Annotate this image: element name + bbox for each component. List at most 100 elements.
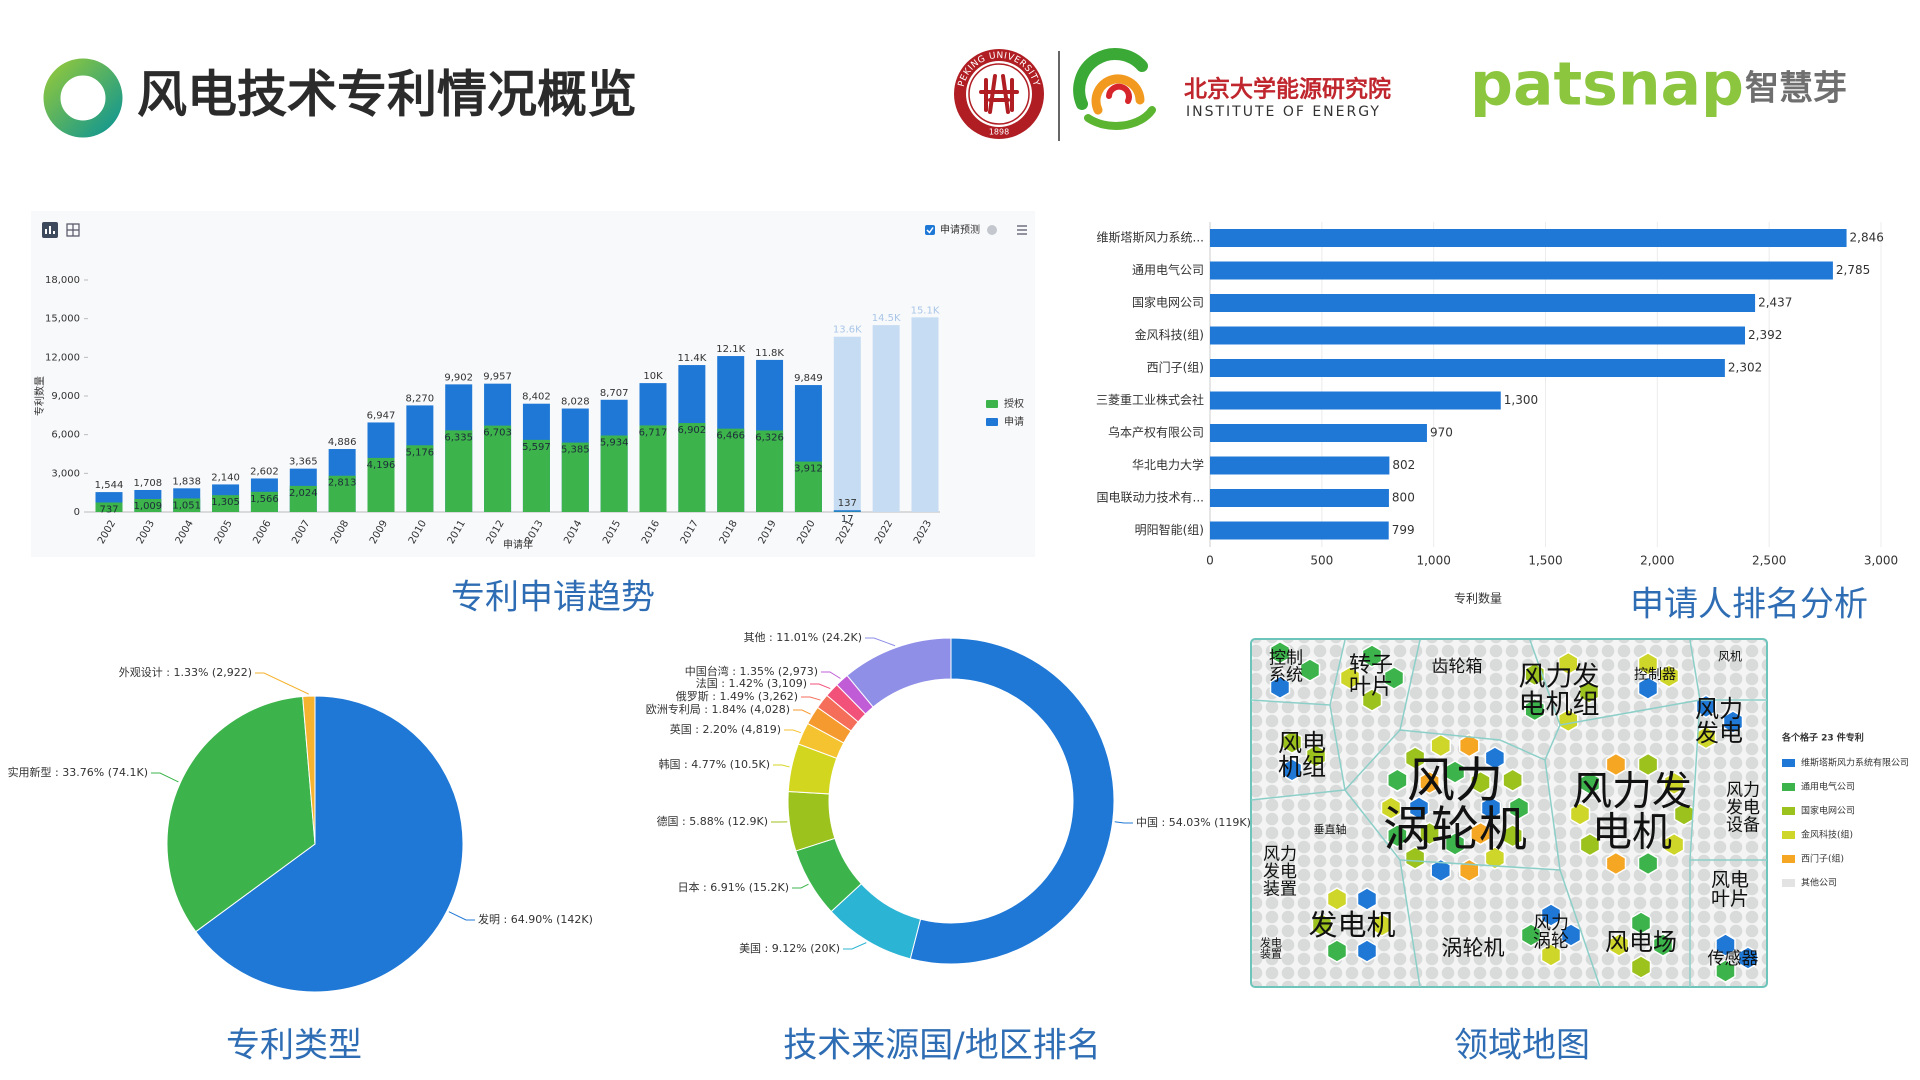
map-cell (1502, 823, 1523, 848)
data-label: 1,566 (250, 494, 279, 505)
map-cell (1470, 770, 1491, 795)
map-label: 发电机 (1308, 908, 1395, 942)
data-label: 1,051 (172, 500, 201, 511)
map-cell (1311, 913, 1333, 937)
bar (522, 439, 550, 512)
chart-caption: 专利申请趋势 (451, 578, 655, 618)
map-label: 发电 (1260, 935, 1282, 949)
map-label: 机组 (1278, 753, 1326, 781)
data-label: 1,708 (134, 478, 163, 489)
x-tick-label: 1,500 (1528, 554, 1562, 568)
data-label: 800 (1392, 491, 1415, 505)
energy-swirl (1091, 74, 1145, 115)
y-tick-label: 三菱重工业株式会社 (1096, 392, 1204, 407)
map-cell (1715, 933, 1736, 957)
map-cell (1371, 913, 1393, 937)
x-tick-label: 500 (1310, 554, 1333, 568)
bar (134, 498, 162, 512)
map-cell (1299, 658, 1321, 682)
slice-label: 英国 : 2.20% (4,819) (670, 722, 781, 736)
slice-label: 其他 : 11.01% (24.2K) (744, 631, 862, 644)
data-label: 5,385 (561, 445, 590, 456)
leader-line (784, 729, 801, 734)
map-boundary (1529, 639, 1561, 726)
slice (195, 695, 464, 993)
slice-label: 日本 : 6.91% (15.2K) (678, 880, 789, 894)
map-cell (1326, 887, 1348, 911)
map-cell (1356, 887, 1378, 911)
data-label: 2,392 (1748, 328, 1782, 342)
data-label: 11.8K (755, 348, 784, 359)
map-label: 控制器 (1634, 667, 1676, 683)
bar (445, 430, 473, 512)
map-cell (1356, 939, 1378, 963)
legend-label: 其他公司 (1801, 877, 1837, 889)
map-cell (1608, 933, 1630, 957)
data-label: 2,602 (250, 466, 279, 477)
map-label: 风力 (1695, 695, 1743, 723)
info-icon (987, 225, 997, 235)
institute-cn: 北京大学能源研究院 (1184, 76, 1391, 103)
x-axis-title: 申请年 (503, 538, 533, 551)
y-tick-label: 9,000 (51, 391, 80, 402)
data-label: 12.1K (716, 344, 745, 355)
map-label: 发电 (1695, 719, 1743, 747)
map-cell (1737, 946, 1759, 970)
data-label: 1,009 (134, 501, 163, 512)
map-label: 风电 (1711, 869, 1749, 891)
legend-label: 国家电网公司 (1801, 805, 1855, 817)
map-label: 涡轮机 (1442, 936, 1505, 960)
data-label: 17 (841, 514, 854, 525)
y-tick-label: 18,000 (45, 275, 80, 286)
bar (1210, 424, 1427, 442)
leader-line (793, 709, 811, 715)
map-label: 发电 (1726, 798, 1760, 818)
leader-line (151, 772, 179, 783)
bar (328, 475, 356, 512)
data-label: 15.1K (911, 305, 940, 316)
data-label: 6,466 (716, 431, 745, 442)
data-label: 6,902 (678, 425, 707, 436)
map-label: 叶片 (1711, 888, 1749, 910)
bar (833, 336, 861, 512)
map-cell (1637, 851, 1659, 876)
y-tick-label: 通用电气公司 (1132, 262, 1204, 277)
legend-swatch (1782, 807, 1795, 815)
data-label: 2,024 (289, 488, 318, 499)
leader-line (801, 696, 821, 701)
bar (1210, 489, 1389, 507)
data-label: 5,176 (406, 447, 435, 458)
leader-line (843, 942, 867, 950)
bar (250, 491, 278, 512)
map-label: 风力 (1407, 753, 1503, 809)
energy-swirl (1084, 106, 1156, 130)
map-cell (1444, 832, 1466, 856)
data-label: 9,849 (794, 373, 823, 384)
bar (1210, 326, 1746, 345)
data-label: 9,902 (444, 372, 473, 383)
map-label: 风力 (1263, 845, 1297, 865)
data-label: 799 (1392, 523, 1415, 537)
map-cell (1695, 725, 1717, 750)
map-cell (1408, 796, 1430, 820)
map-cell (1380, 796, 1402, 820)
slice (846, 637, 952, 708)
data-label: 5,934 (600, 438, 629, 449)
y-tick-label: 乌本产权有限公司 (1108, 425, 1204, 440)
data-label: 6,717 (639, 427, 668, 438)
map-cell (1579, 832, 1601, 857)
slice-label: 外观设计 : 1.33% (2,922) (119, 666, 252, 679)
bar (639, 425, 667, 512)
map-cell (1361, 644, 1383, 668)
bar (872, 325, 900, 512)
checkbox[interactable] (925, 225, 935, 235)
leader-line (865, 637, 896, 647)
leader-line (448, 911, 475, 921)
data-label: 1,305 (211, 497, 240, 508)
map-cell (1540, 943, 1562, 967)
checkbox-tick (926, 227, 934, 234)
bar (95, 502, 123, 512)
map-label: 传感器 (1708, 949, 1759, 969)
map-cell (1652, 933, 1674, 957)
